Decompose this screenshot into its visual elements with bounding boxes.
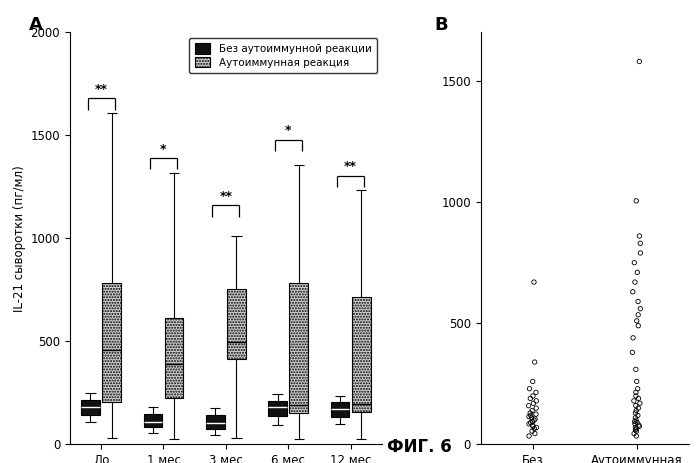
Point [526,414,537,421]
Point [525,395,536,402]
Point [630,407,642,414]
Point [630,414,641,421]
Point [630,417,642,424]
Point [523,402,534,409]
Point [531,404,542,412]
Point [531,411,542,418]
Bar [81,400,100,414]
Point [629,418,640,425]
Point [528,278,540,286]
Point [524,409,535,417]
Text: B: B [435,16,449,34]
Point [527,421,538,429]
Bar [268,401,287,416]
Point [524,413,535,420]
Point [525,419,536,426]
Y-axis label: IL-21 сыворотки (пг/мл): IL-21 сыворотки (пг/мл) [13,165,27,312]
Text: **: ** [219,190,232,203]
Bar [143,414,162,427]
Point [635,239,646,247]
Text: *: * [285,124,291,137]
Point [628,334,639,342]
Text: **: ** [344,160,357,173]
Point [628,397,640,405]
Point [630,402,642,409]
Point [634,423,645,430]
Point [524,432,535,440]
Bar [227,289,246,359]
Point [526,427,538,435]
Text: *: * [160,143,167,156]
Point [633,421,644,429]
Point [634,232,645,240]
Bar [102,283,121,402]
Point [631,378,642,385]
Point [630,424,641,431]
Point [529,430,540,437]
Point [627,349,638,356]
Point [630,366,642,373]
Point [631,427,642,435]
Point [631,317,642,325]
Point [635,249,646,257]
Point [627,288,638,295]
Point [633,404,644,412]
Point [634,58,645,65]
Point [527,423,538,430]
Point [528,417,540,424]
Point [524,420,535,428]
Point [630,197,642,205]
Point [633,298,644,305]
Legend: Без аутоиммунной реакции, Аутоиммунная реакция: Без аутоиммунной реакции, Аутоиммунная р… [189,38,377,73]
Point [531,388,542,396]
Point [633,322,644,329]
Text: A: A [29,16,43,34]
Point [628,259,640,266]
Point [527,378,538,385]
Point [529,358,540,366]
Point [531,397,542,405]
Point [531,424,542,431]
Point [632,269,643,276]
Point [525,412,536,419]
Point [528,400,539,407]
Point [529,425,540,432]
Point [629,278,640,286]
Point [633,311,644,319]
Point [630,425,642,432]
Point [631,419,642,426]
Point [527,392,538,400]
Bar [206,414,224,429]
Bar [165,318,183,398]
Bar [289,283,308,413]
Point [524,385,535,393]
Point [527,418,538,425]
Point [630,388,642,396]
Point [628,430,640,437]
Point [630,409,641,417]
Point [526,407,538,414]
Point [630,392,642,400]
Bar [331,402,350,417]
Text: ФИГ. 6: ФИГ. 6 [387,438,452,456]
Bar [352,297,370,412]
Point [530,415,541,423]
Point [632,385,643,393]
Point [633,395,644,402]
Point [634,400,645,407]
Point [635,305,646,313]
Point [630,432,642,440]
Point [630,426,641,434]
Text: **: ** [94,83,108,96]
Point [629,420,640,428]
Point [633,412,644,419]
